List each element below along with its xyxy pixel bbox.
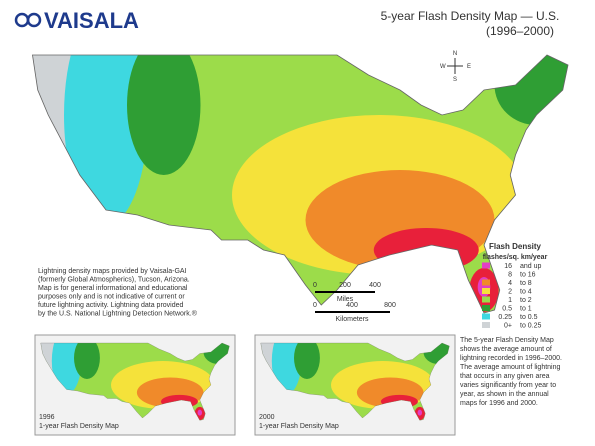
legend-from: 4 [508,280,512,287]
legend-from: 16 [504,263,512,270]
note-line: Lightning density maps provided by Vaisa… [38,268,187,275]
legend-to: to 16 [520,272,536,279]
description-line: shows the average amount of [460,346,552,353]
description-line: The average amount of lightning [460,364,561,371]
description: The 5-year Flash Density Map shows the av… [460,337,562,407]
note-line: Map is for general informational and edu… [38,285,188,292]
logo: VAISALA [14,8,139,33]
note-line: future lightning activity. Lightning dat… [38,302,184,309]
legend-from: 0.25 [498,314,512,321]
legend-from: 0+ [504,323,512,330]
scale-unit: Kilometers [335,316,369,323]
scale-label: 200 [339,282,351,289]
note-line: by the U.S. National Lightning Detection… [38,310,198,318]
scale-label: 0 [313,282,317,289]
legend-from: 8 [508,272,512,279]
inset-year: 2000 [259,414,275,421]
legend-to: to 8 [520,280,532,287]
inset-year: 1996 [39,414,55,421]
scale-bar: 0 200 400 Miles 0 400 800 Kilometers [313,282,396,323]
inset-caption: 1-year Flash Density Map [259,423,339,430]
scale-label: 400 [369,282,381,289]
scale-label: 800 [384,302,396,309]
description-line: varies significantly from year to [460,382,556,389]
title: 5-year Flash Density Map — U.S. [381,9,560,23]
legend-swatch [482,288,490,294]
note-line: purposes only and is not indicative of c… [38,294,185,301]
legend-from: 0.5 [502,306,512,313]
legend-swatch [482,296,490,303]
legend-swatch [482,279,490,286]
legend-swatch [482,262,490,269]
description-line: lightning recorded in 1996–2000. [460,355,562,362]
compass-label: W [440,64,446,70]
logo-text: VAISALA [44,8,139,33]
legend-to: and up [520,263,542,270]
note: Lightning density maps provided by Vaisa… [38,268,198,318]
description-line: maps for 1996 and 2000. [460,400,538,407]
scale-label: 0 [313,302,317,309]
legend-to: to 0.5 [520,314,538,321]
legend-swatch [482,313,490,320]
legend-to: to 1 [520,306,532,313]
legend-to: to 0.25 [520,323,542,330]
compass-label: S [453,77,457,83]
legend-title: Flash Density [489,242,542,251]
inset-caption: 1-year Flash Density Map [39,423,119,430]
note-line: (formerly Global Atmospherics), Tucson, … [38,277,190,284]
legend-from: 1 [508,297,512,304]
compass-label: N [453,51,457,57]
legend: Flash Density flashes/sq. km/year 16 and … [482,242,548,330]
legend-swatch [482,271,490,277]
legend-to: to 2 [520,297,532,304]
description-line: that occurs in any given area [460,373,550,380]
title: (1996–2000) [486,24,554,38]
insets: 1996 1-year Flash Density Map 2000 1-year F… [34,328,457,436]
description-line: year, as shown in the annual [460,391,549,398]
compass-label: E [467,64,471,70]
compass: N S E W [440,51,471,83]
legend-swatch [482,305,490,311]
legend-subtitle: flashes/sq. km/year [483,254,548,261]
scale-unit: Miles [337,296,354,303]
description-line: The 5-year Flash Density Map [460,337,554,344]
scale-label: 400 [346,302,358,309]
legend-from: 2 [508,289,512,296]
legend-swatch [482,322,490,328]
legend-to: to 4 [520,289,532,296]
